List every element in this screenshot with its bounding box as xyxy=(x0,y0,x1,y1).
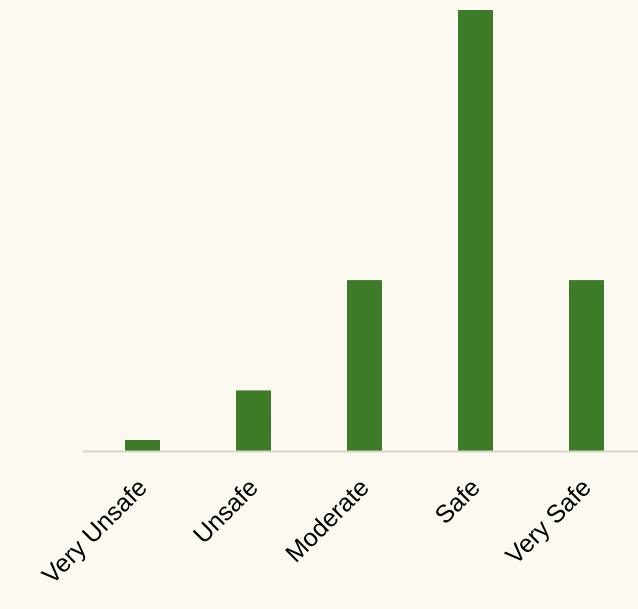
x-tick-label: Unsafe xyxy=(188,473,264,549)
x-tick-label: Very Safe xyxy=(500,473,596,569)
bar-very-unsafe xyxy=(125,440,160,451)
x-tick-label: Very Unsafe xyxy=(37,473,153,589)
bar-unsafe xyxy=(236,390,271,451)
x-tick-label: Safe xyxy=(430,473,486,529)
x-tick-label: Moderate xyxy=(280,473,374,567)
bar-very-safe xyxy=(569,280,604,451)
bar-safe xyxy=(458,10,493,451)
bar-moderate xyxy=(347,280,382,451)
